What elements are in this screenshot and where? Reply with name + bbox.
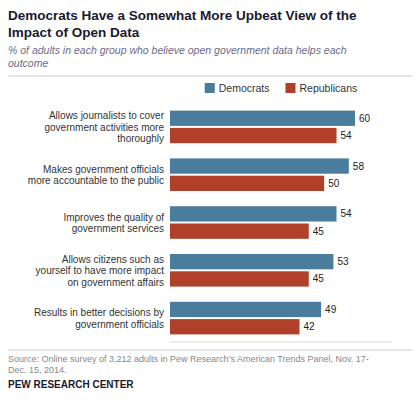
data-label: 45 <box>313 273 325 284</box>
bar <box>170 176 324 191</box>
bar <box>170 111 355 126</box>
legend: Democrats Republicans <box>205 82 358 94</box>
y-tick-labels: Allows journalists to covergovernment ac… <box>28 110 165 329</box>
text-line: Allows journalists to cover <box>49 110 165 121</box>
text-line: on government affairs <box>67 276 164 287</box>
bar <box>170 224 309 239</box>
legend-item: Democrats <box>205 82 270 94</box>
text-line: PEW RESEARCH CENTER <box>8 379 134 390</box>
title: Democrats Have a Somewhat More Upbeat Vi… <box>8 8 357 40</box>
y-tick-label: Results in better decisions bygovernment… <box>34 307 164 330</box>
bar <box>170 128 337 143</box>
bar <box>170 206 337 221</box>
legend-item: Republicans <box>285 82 357 94</box>
text-line: thoroughly <box>117 133 164 144</box>
legend-swatch <box>205 83 215 93</box>
data-label: 42 <box>304 321 316 332</box>
bar <box>170 271 309 286</box>
bar <box>170 254 333 269</box>
legend-label: Republicans <box>299 82 357 94</box>
bar <box>170 319 300 334</box>
data-label: 53 <box>337 256 349 267</box>
text-line: Allows citizens such as <box>62 253 164 264</box>
text-line: government officials <box>75 318 164 329</box>
text-line: Makes government officials <box>43 163 164 174</box>
y-tick-label: Allows citizens such asyourself to have … <box>36 253 165 287</box>
text-line: Impact of Open Data <box>8 25 140 40</box>
y-tick-label: Allows journalists to covergovernment ac… <box>45 110 165 144</box>
data-label: 49 <box>325 304 337 315</box>
text-line: government services <box>72 223 164 234</box>
text-line: Democrats Have a Somewhat More Upbeat Vi… <box>8 8 357 23</box>
data-labels: 60 54 58 50 54 45 53 45 49 42 <box>304 113 371 332</box>
text-line: Source: Online survey of 3,212 adults in… <box>8 354 369 364</box>
bars <box>170 111 355 335</box>
bar <box>170 158 349 173</box>
text-line: Dec. 15, 2014. <box>8 365 67 375</box>
subtitle: % of adults in each group who believe op… <box>8 44 347 69</box>
footer: PEW RESEARCH CENTER <box>8 379 134 390</box>
data-label: 50 <box>328 178 340 189</box>
text-line: outcome <box>8 57 48 69</box>
text-line: more accountable to the public <box>28 175 164 186</box>
data-label: 58 <box>353 161 365 172</box>
source-note: Source: Online survey of 3,212 adults in… <box>8 354 369 375</box>
chart: Democrats Have a Somewhat More Upbeat Vi… <box>0 0 420 420</box>
text-line: government activities more <box>45 121 165 132</box>
text-line: % of adults in each group who believe op… <box>8 44 347 56</box>
y-tick-label: Improves the quality ofgovernment servic… <box>63 211 164 234</box>
text-line: Results in better decisions by <box>34 307 164 318</box>
text-line: yourself to have more impact <box>36 265 165 276</box>
legend-swatch <box>285 83 295 93</box>
background <box>0 0 420 420</box>
text-line: Improves the quality of <box>63 211 164 222</box>
data-label: 45 <box>313 226 325 237</box>
y-tick-label: Makes government officialsmore accountab… <box>28 163 164 186</box>
x-axis-line <box>170 342 392 343</box>
data-label: 54 <box>341 208 353 219</box>
legend-label: Democrats <box>219 82 270 94</box>
separator <box>8 350 412 351</box>
bar <box>170 302 321 317</box>
data-label: 60 <box>359 113 371 124</box>
data-label: 54 <box>341 130 353 141</box>
separator <box>8 76 412 77</box>
